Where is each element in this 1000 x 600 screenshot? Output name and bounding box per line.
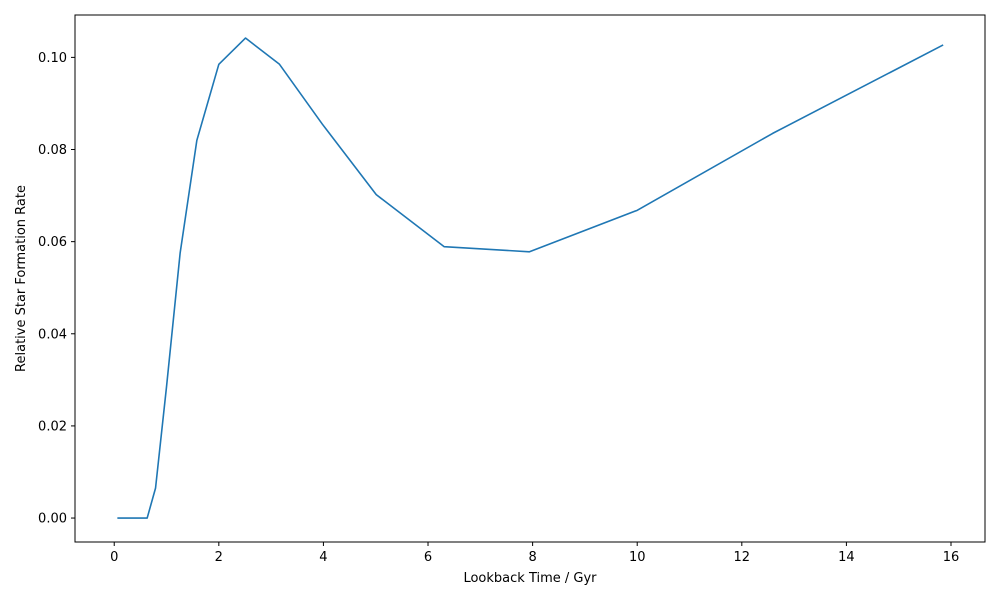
- x-axis-ticks: 0 2 4 6 8 10 12 14 16: [110, 542, 959, 565]
- y-tick-label: 0.02: [38, 419, 67, 434]
- x-tick-label: 14: [838, 550, 855, 565]
- y-axis-label: Relative Star Formation Rate: [14, 185, 29, 372]
- x-axis-label: Lookback Time / Gyr: [463, 571, 597, 586]
- x-tick-label: 16: [943, 550, 960, 565]
- x-tick-label: 6: [424, 550, 432, 565]
- y-tick-label: 0.00: [38, 512, 67, 527]
- x-tick-label: 8: [528, 550, 536, 565]
- plot-area-frame: [74, 14, 986, 543]
- y-axis-ticks: 0.00 0.02 0.04 0.06 0.08 0.10: [38, 51, 75, 527]
- y-tick-label: 0.08: [38, 143, 67, 158]
- plot-layer: [117, 37, 944, 519]
- y-tick-label: 0.10: [38, 51, 67, 66]
- x-tick-label: 2: [215, 550, 223, 565]
- y-tick-label: 0.04: [38, 327, 67, 342]
- series-line: [117, 37, 944, 519]
- x-tick-label: 10: [629, 550, 646, 565]
- x-tick-label: 0: [110, 550, 118, 565]
- x-tick-label: 12: [734, 550, 751, 565]
- y-tick-label: 0.06: [38, 235, 67, 250]
- x-tick-label: 4: [319, 550, 327, 565]
